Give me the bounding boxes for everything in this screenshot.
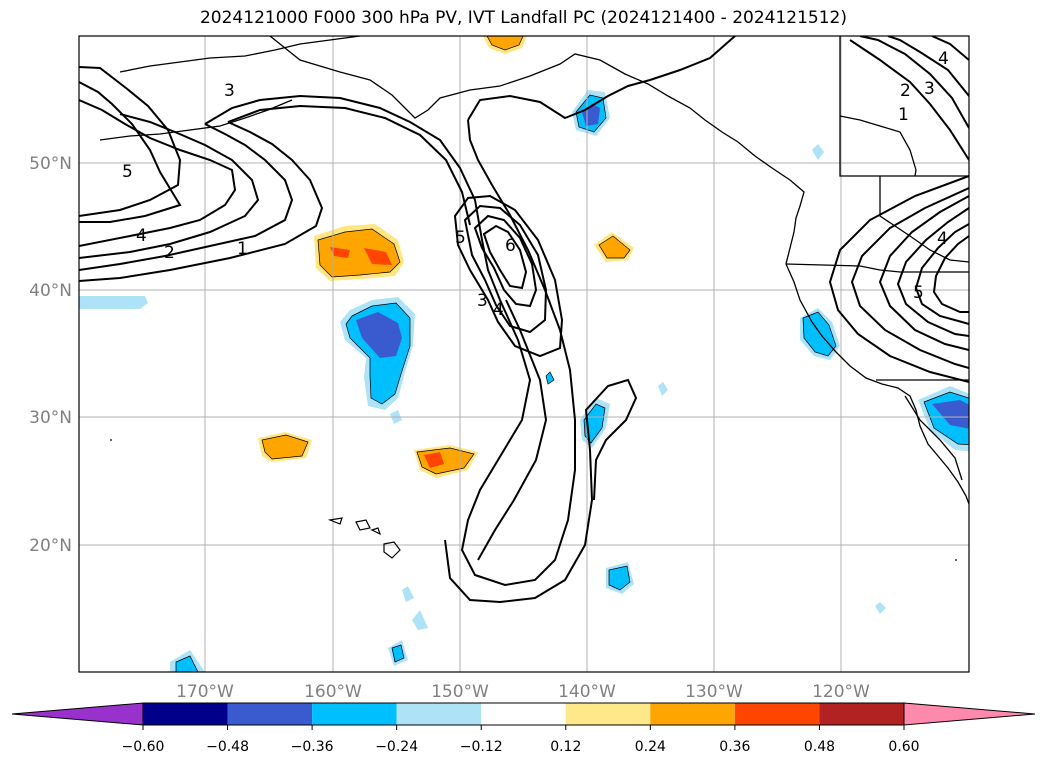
colorbar-tick-label: −0.60 — [122, 739, 165, 755]
contour-label: 4 — [938, 49, 949, 69]
contour-label: 3 — [224, 81, 235, 101]
contour-label: 3 — [924, 79, 935, 99]
lon-label: 140°W — [558, 682, 616, 702]
lat-label: 30°N — [29, 408, 72, 428]
negative-anomaly-blob — [391, 644, 405, 663]
colorbar-tick-label: −0.12 — [460, 739, 503, 755]
negative-anomaly-blob — [175, 655, 199, 672]
contour-label: 5 — [913, 283, 924, 303]
map-background — [79, 36, 969, 672]
negative-anomaly-blob — [812, 144, 824, 160]
negative-anomaly-blob — [545, 371, 555, 385]
contour-label: 4 — [136, 226, 147, 246]
colorbar-tick-label: −0.48 — [206, 739, 249, 755]
contour-label: 4 — [493, 300, 504, 320]
contour-label: 6 — [505, 236, 516, 256]
negative-anomaly-blob — [79, 296, 148, 309]
colorbar-cell — [312, 703, 397, 725]
negative-anomaly-blob — [918, 386, 969, 452]
colorbar-tick-label: 0.36 — [719, 739, 750, 755]
colorbar-extend-low — [11, 702, 144, 726]
colorbar-cell — [819, 703, 904, 725]
islands — [110, 439, 957, 561]
contour-label: 5 — [455, 228, 466, 248]
negative-anomaly-blob — [658, 382, 668, 396]
colorbar-cell — [650, 703, 735, 725]
colorbar-cell — [565, 703, 651, 725]
negative-anomaly-blob — [412, 610, 428, 630]
negative-anomaly-blob — [606, 562, 634, 594]
negative-anomaly-blob — [875, 602, 886, 614]
lon-label: 160°W — [304, 682, 362, 702]
pv-contours — [79, 36, 969, 604]
longitude-labels: 170°W 160°W 150°W 140°W 130°W 120°W — [176, 682, 870, 702]
contour-label: 1 — [898, 105, 909, 125]
contour-label: 5 — [122, 162, 133, 182]
colorbar: −0.60 −0.48 −0.36 −0.24 −0.12 0.12 0.24 0.36 0.4… — [11, 702, 1036, 755]
colorbar-cell — [396, 703, 482, 725]
colorbar-tick-label: 0.60 — [888, 739, 919, 755]
colorbar-tick-label: 0.24 — [635, 739, 666, 755]
contour-label: 2 — [164, 243, 175, 263]
lon-label: 130°W — [685, 682, 743, 702]
lat-label: 20°N — [29, 536, 72, 556]
colorbar-tick-label: 0.12 — [550, 739, 581, 755]
lat-label: 50°N — [29, 154, 72, 174]
colorbar-extend-high — [903, 702, 1036, 726]
coastlines — [99, 36, 969, 505]
positive-anomaly-blob — [258, 432, 312, 462]
colorbar-cell — [227, 703, 313, 725]
lon-label: 150°W — [431, 682, 489, 702]
lon-label: 170°W — [176, 682, 234, 702]
negative-anomaly-blob — [402, 586, 414, 602]
lat-label: 40°N — [29, 281, 72, 301]
colorbar-cell — [143, 703, 228, 725]
positive-anomaly-blob — [594, 232, 634, 262]
colorbar-tick-label: −0.36 — [291, 739, 334, 755]
colorbar-cell — [481, 703, 566, 725]
positive-anomaly-blob — [314, 224, 404, 281]
contour-label: 4 — [937, 229, 948, 249]
contour-labels: 5 3 4 2 1 5 6 3 4 4 3 2 1 4 5 — [122, 49, 949, 320]
contour-label: 1 — [237, 239, 248, 259]
lon-label: 120°W — [812, 682, 870, 702]
negative-anomaly-blob — [340, 297, 415, 410]
latitude-labels: 50°N 40°N 30°N 20°N — [29, 154, 72, 556]
colorbar-tick-label: 0.48 — [804, 739, 835, 755]
colorbar-cell — [734, 703, 820, 725]
map-frame — [78, 35, 970, 673]
graticule — [79, 36, 969, 672]
map-title: 2024121000 F000 300 hPa PV, IVT Landfall… — [199, 8, 847, 28]
contour-label: 3 — [477, 291, 488, 311]
positive-anomaly-blob — [483, 36, 527, 54]
contour-label: 2 — [900, 81, 911, 101]
colorbar-tick-label: −0.24 — [375, 739, 418, 755]
